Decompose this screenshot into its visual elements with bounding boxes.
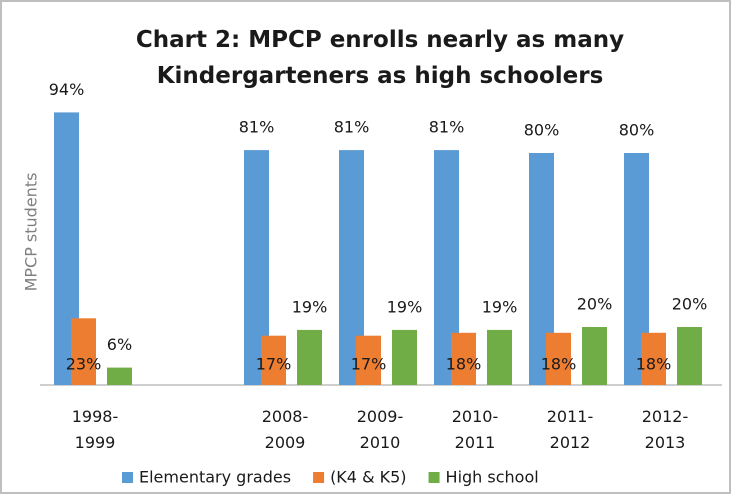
data-label: 18% [446,355,482,374]
x-tick-label: 2012- 2013 [641,407,689,452]
x-tick-label: 2008- 2009 [261,407,309,452]
data-label: 23% [66,355,102,374]
bar [356,335,381,385]
bar [261,335,286,385]
data-label: 18% [541,355,577,374]
data-label: 17% [256,355,292,374]
y-axis-label: MPCP students [22,173,41,292]
data-label: 18% [636,355,672,374]
x-tick-label: 2011- 2012 [546,407,594,452]
legend-swatch [313,472,325,483]
data-label: 17% [351,355,387,374]
data-label: 81% [429,118,465,137]
bar [677,327,702,385]
data-label: 80% [524,121,560,140]
legend-swatch [428,472,440,483]
legend-label: Elementary grades [139,468,291,487]
bar [487,329,512,385]
data-label: 20% [577,295,613,314]
data-label: 19% [482,297,518,316]
x-tick-label: 1998- 1999 [71,407,119,452]
data-label: 20% [672,295,708,314]
data-label: 6% [107,335,132,354]
data-label: 81% [334,118,370,137]
bar [641,332,666,385]
bar [546,332,571,385]
bar [451,332,476,385]
legend-label: (K4 & K5) [330,468,406,487]
legend-swatch [122,472,133,483]
data-label: 81% [239,118,275,137]
data-label: 19% [292,297,328,316]
bar [107,367,132,385]
bar [71,318,96,385]
chart-title: Chart 2: MPCP enrolls nearly as many Kin… [135,27,625,89]
data-label: 80% [619,121,655,140]
bar [297,329,322,385]
data-label: 19% [387,297,423,316]
x-tick-label: 2009- 2010 [356,407,404,452]
legend-label: High school [446,468,539,487]
data-label: 94% [49,80,85,99]
bar [582,327,607,385]
bar [392,329,417,385]
x-tick-label: 2010- 2011 [451,407,499,452]
